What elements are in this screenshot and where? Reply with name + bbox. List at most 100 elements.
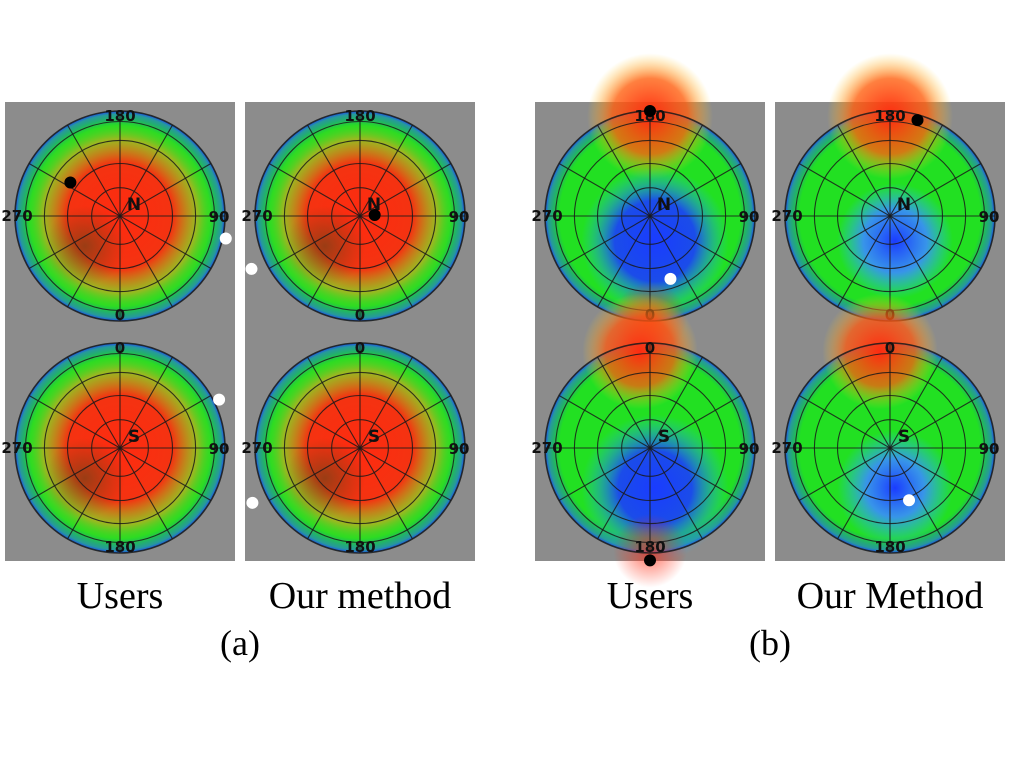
grid-spoke (558, 447, 651, 501)
tick-label-right: 90 (209, 208, 230, 226)
grid-spoke (28, 447, 121, 501)
grid-spoke (889, 447, 982, 501)
pole-label: N (897, 195, 911, 215)
grid-spoke (889, 215, 982, 269)
grid-spoke (837, 124, 891, 217)
grid-spoke (558, 215, 651, 269)
tick-label-top: 0 (115, 339, 125, 357)
tick-label-top: 0 (355, 339, 365, 357)
tick-label-left: 270 (531, 207, 562, 225)
tick-label-right: 90 (449, 440, 470, 458)
grid-spoke (597, 215, 651, 308)
pole-label: S (368, 427, 380, 447)
tick-label-bottom: 180 (634, 538, 665, 556)
marker-dot (644, 554, 656, 567)
pole-label: S (128, 427, 140, 447)
grid-spoke (649, 163, 742, 217)
marker-dot (213, 393, 226, 406)
tick-label-bottom: 180 (344, 538, 375, 556)
marker-dot (64, 176, 77, 189)
tick-label-bottom: 180 (874, 538, 905, 556)
tick-label-left: 270 (241, 207, 272, 225)
tick-label-right: 90 (739, 440, 760, 458)
tick-label-left: 270 (531, 439, 562, 457)
tick-label-right: 90 (979, 440, 1000, 458)
grid-spoke (889, 395, 982, 449)
tick-label-left: 270 (1, 439, 32, 457)
grid-spoke (67, 215, 121, 308)
grid-spoke (649, 215, 742, 269)
grid-spoke (649, 395, 742, 449)
grid-spoke (119, 447, 173, 540)
grid-spoke (837, 447, 891, 540)
grid-spoke (889, 163, 982, 217)
caption-a-method: Our method (268, 575, 452, 617)
grid-spoke (359, 395, 452, 449)
tick-label-top: 180 (104, 107, 135, 125)
polar-plot-a-0-0: 180 0 270 90 N (1, 107, 232, 324)
tick-label-left: 270 (771, 207, 802, 225)
grid-spoke (119, 395, 212, 449)
marker-dot (246, 496, 259, 509)
marker-dot (911, 114, 924, 127)
grid-spoke (558, 395, 651, 449)
grid-spoke (558, 163, 651, 217)
grid-spoke (359, 215, 452, 269)
label-b: (b) (749, 623, 791, 663)
grid-spoke (268, 163, 361, 217)
grid-spoke (649, 356, 703, 449)
polar-plot-a-0-1: 0 180 270 90 S (1, 339, 229, 556)
grid-spoke (798, 215, 891, 269)
tick-label-top: 180 (344, 107, 375, 125)
grid-spoke (359, 356, 413, 449)
grid-spoke (119, 215, 212, 269)
grid-spoke (889, 447, 943, 540)
grid-spoke (28, 215, 121, 269)
grid-spoke (889, 215, 943, 308)
marker-dot (903, 494, 916, 507)
tick-label-right: 90 (209, 440, 230, 458)
grid-spoke (889, 124, 943, 217)
grid-spoke (67, 356, 121, 449)
grid-spoke (649, 215, 703, 308)
grid-spoke (798, 163, 891, 217)
pole-label: N (657, 195, 671, 215)
grid-spoke (359, 215, 413, 308)
tick-label-bottom: 0 (115, 306, 125, 324)
grid-spoke (649, 447, 703, 540)
grid-spoke (597, 447, 651, 540)
grid-spoke (119, 215, 173, 308)
tick-label-left: 270 (771, 439, 802, 457)
tick-label-bottom: 180 (104, 538, 135, 556)
grid-spoke (889, 356, 943, 449)
grid-spoke (119, 356, 173, 449)
tick-label-top: 0 (885, 339, 895, 357)
tick-label-left: 270 (241, 439, 272, 457)
grid-spoke (67, 447, 121, 540)
marker-dot (245, 262, 258, 275)
grid-spoke (268, 447, 361, 501)
grid-spoke (307, 124, 361, 217)
tick-label-right: 90 (979, 208, 1000, 226)
polar-plot-b-0-1: 0 180 270 90 S (531, 293, 760, 588)
grid-spoke (837, 215, 891, 308)
tick-label-bottom: 0 (355, 306, 365, 324)
grid-spoke (359, 163, 452, 217)
grid-spoke (597, 356, 651, 449)
caption-a-users: Users (76, 575, 164, 617)
grid-spoke (28, 163, 121, 217)
polar-plot-b-1-1: 0 180 270 90 S (771, 293, 1000, 556)
tick-label-right: 90 (449, 208, 470, 226)
grid-spoke (268, 215, 361, 269)
marker-dot (219, 232, 232, 245)
label-a: (a) (220, 623, 260, 663)
marker-dot (664, 272, 677, 285)
grid-spoke (307, 356, 361, 449)
grid-spoke (307, 215, 361, 308)
grid-spoke (649, 124, 703, 217)
tick-label-top: 180 (874, 107, 905, 125)
